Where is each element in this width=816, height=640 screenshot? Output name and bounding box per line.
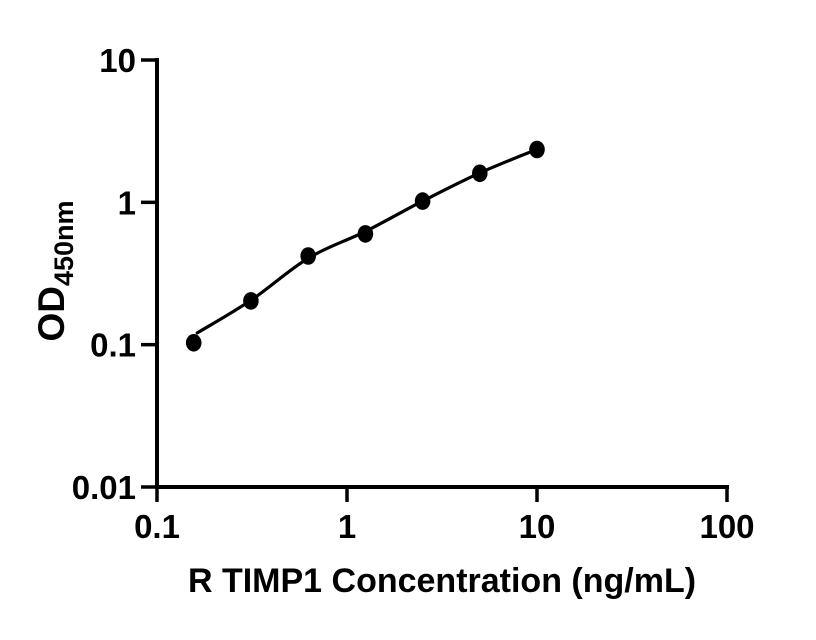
data-point-marker — [243, 292, 259, 310]
y-axis-title-subscript: 450nm — [49, 200, 79, 286]
data-point-marker — [529, 140, 545, 159]
x-tick-label: 1 — [338, 508, 356, 545]
x-tick-label: 100 — [699, 508, 754, 545]
y-axis-title: OD450nm — [31, 200, 79, 341]
axis-lines — [155, 58, 729, 489]
x-axis-title: R TIMP1 Concentration (ng/mL) — [188, 562, 696, 600]
data-point-marker — [300, 247, 317, 265]
y-axis-title-main: OD — [31, 286, 72, 342]
x-tick-label: 10 — [519, 508, 556, 545]
y-axis-tick-labels: 10 1 0.1 0.01 — [72, 42, 136, 506]
y-tick-label: 1 — [118, 184, 136, 221]
y-tick-label: 10 — [99, 42, 136, 79]
data-point-marker — [414, 192, 431, 210]
x-axis-tick-labels: 0.1 1 10 100 — [134, 508, 754, 545]
y-tick-label: 0.1 — [90, 327, 136, 364]
data-point-marker — [472, 164, 488, 183]
x-axis-ticks — [155, 487, 729, 502]
data-point-marker — [185, 334, 202, 352]
y-tick-label: 0.01 — [72, 469, 136, 506]
data-point-markers — [185, 140, 545, 352]
x-tick-label: 0.1 — [134, 508, 180, 545]
data-point-marker — [357, 225, 374, 243]
axes — [141, 58, 729, 502]
y-axis-ticks — [141, 58, 157, 489]
